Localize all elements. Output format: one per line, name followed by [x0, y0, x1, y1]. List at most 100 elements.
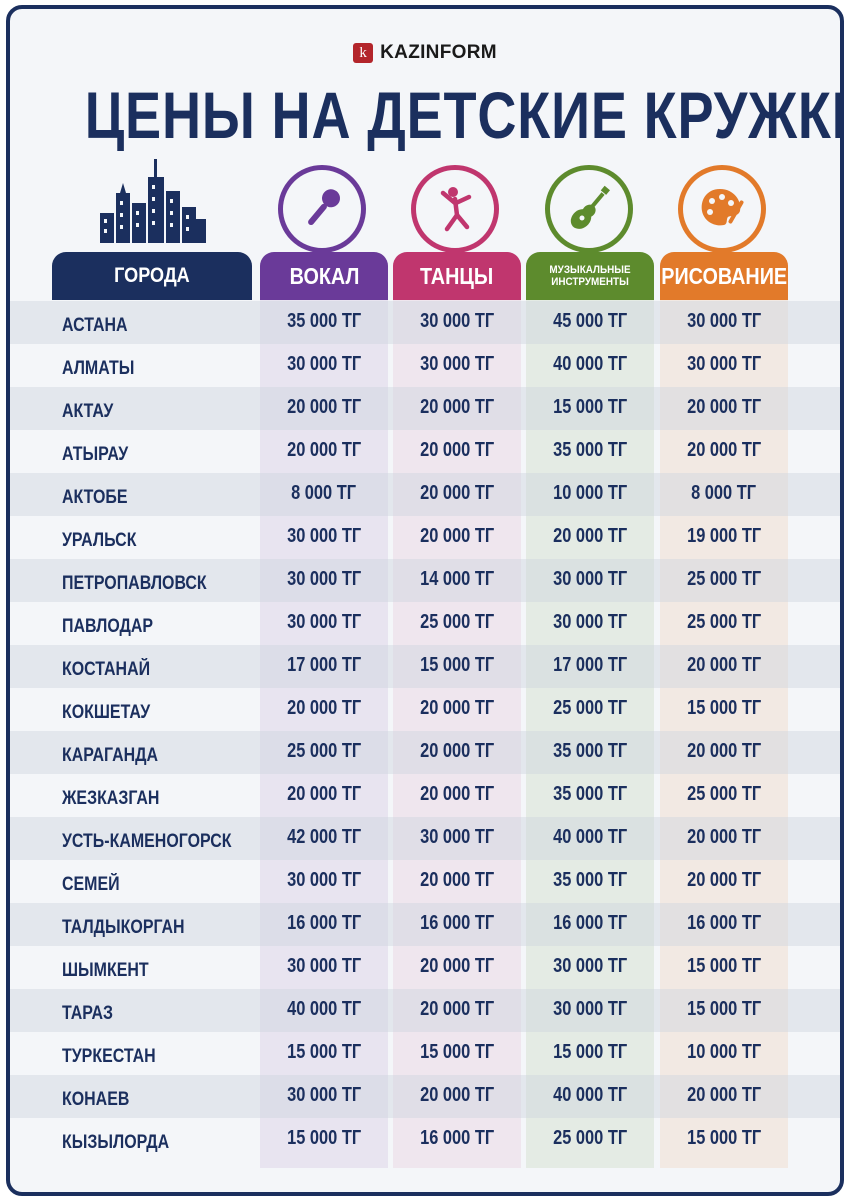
price-value: 20 000 ТГ [419, 998, 495, 1020]
price-value: 30 000 ТГ [286, 353, 362, 375]
price-value: 15 000 ТГ [686, 998, 762, 1020]
column-header-music: МУЗЫКАЛЬНЫЕ ИНСТРУМЕНТЫ [526, 252, 654, 300]
vocal-column-tint [260, 300, 388, 1168]
table-row: ТАРАЗ 40 000 ТГ 20 000 ТГ 30 000 ТГ 15 000 Т… [10, 989, 840, 1032]
city-name: ШЫМКЕНТ [62, 960, 149, 981]
price-value: 20 000 ТГ [686, 396, 762, 418]
price-cell-dance: 20 000 ТГ [392, 473, 522, 516]
city-skyline-icon [100, 159, 206, 243]
price-value: 20 000 ТГ [419, 783, 495, 805]
price-value: 20 000 ТГ [686, 1084, 762, 1106]
price-value: 30 000 ТГ [419, 310, 495, 332]
price-cell-vocal: 35 000 ТГ [259, 301, 389, 344]
price-cell-music: 15 000 ТГ [525, 1032, 655, 1075]
price-cell-drawing: 25 000 ТГ [659, 559, 789, 602]
city-name: УСТЬ-КАМЕНОГОРСК [62, 831, 232, 852]
price-value: 35 000 ТГ [552, 869, 628, 891]
price-value: 20 000 ТГ [686, 654, 762, 676]
price-value: 17 000 ТГ [552, 654, 628, 676]
price-value: 35 000 ТГ [552, 783, 628, 805]
price-value: 20 000 ТГ [286, 396, 362, 418]
table-row: КОКШЕТАУ 20 000 ТГ 20 000 ТГ 25 000 ТГ 15 00… [10, 688, 840, 731]
music-icon-badge [545, 165, 633, 253]
palette-icon [701, 189, 744, 226]
price-cell-drawing: 15 000 ТГ [659, 946, 789, 989]
price-cell-music: 40 000 ТГ [525, 1075, 655, 1118]
column-header-vocal: ВОКАЛ [260, 252, 388, 300]
price-cell-music: 30 000 ТГ [525, 602, 655, 645]
price-value: 20 000 ТГ [419, 525, 495, 547]
price-cell-music: 45 000 ТГ [525, 301, 655, 344]
table-row: ПЕТРОПАВЛОВСК 30 000 ТГ 14 000 ТГ 30 000 ТГ… [10, 559, 840, 602]
price-cell-drawing: 15 000 ТГ [659, 989, 789, 1032]
price-cell-vocal: 25 000 ТГ [259, 731, 389, 774]
price-value: 15 000 ТГ [286, 1127, 362, 1149]
price-value: 25 000 ТГ [552, 1127, 628, 1149]
price-cell-drawing: 25 000 ТГ [659, 602, 789, 645]
price-cell-dance: 15 000 ТГ [392, 1032, 522, 1075]
price-value: 40 000 ТГ [552, 353, 628, 375]
infographic-poster: k KAZINFORM ЦЕНЫ НА ДЕТСКИЕ КРУЖКИ [6, 5, 844, 1196]
city-name: УРАЛЬСК [62, 530, 137, 551]
price-value: 25 000 ТГ [686, 568, 762, 590]
price-value: 20 000 ТГ [552, 525, 628, 547]
price-value: 30 000 ТГ [286, 955, 362, 977]
microphone-icon [308, 189, 340, 226]
price-value: 25 000 ТГ [686, 611, 762, 633]
city-name: ТАЛДЫКОРГАН [62, 917, 185, 938]
price-value: 35 000 ТГ [286, 310, 362, 332]
price-value: 16 000 ТГ [419, 1127, 495, 1149]
price-value: 10 000 ТГ [552, 482, 628, 504]
price-cell-drawing: 30 000 ТГ [659, 301, 789, 344]
price-value: 30 000 ТГ [419, 826, 495, 848]
table-row: АТЫРАУ 20 000 ТГ 20 000 ТГ 35 000 ТГ 20 000 … [10, 430, 840, 473]
dancer-icon [440, 187, 472, 232]
price-value: 20 000 ТГ [686, 869, 762, 891]
city-name: ЖЕЗКАЗГАН [62, 788, 160, 809]
price-cell-vocal: 42 000 ТГ [259, 817, 389, 860]
price-cell-dance: 20 000 ТГ [392, 688, 522, 731]
price-cell-drawing: 20 000 ТГ [659, 817, 789, 860]
guitar-icon [570, 185, 610, 229]
price-value: 20 000 ТГ [419, 955, 495, 977]
table-row: АЛМАТЫ 30 000 ТГ 30 000 ТГ 40 000 ТГ 30 000 … [10, 344, 840, 387]
price-cell-dance: 20 000 ТГ [392, 989, 522, 1032]
price-cell-vocal: 8 000 ТГ [259, 473, 389, 516]
price-value: 45 000 ТГ [552, 310, 628, 332]
price-cell-dance: 20 000 ТГ [392, 1075, 522, 1118]
price-cell-vocal: 15 000 ТГ [259, 1032, 389, 1075]
price-value: 16 000 ТГ [286, 912, 362, 934]
price-cell-dance: 15 000 ТГ [392, 645, 522, 688]
city-name: АКТАУ [62, 401, 114, 422]
price-cell-drawing: 20 000 ТГ [659, 731, 789, 774]
price-cell-dance: 30 000 ТГ [392, 344, 522, 387]
price-cell-drawing: 10 000 ТГ [659, 1032, 789, 1075]
price-cell-vocal: 40 000 ТГ [259, 989, 389, 1032]
price-cell-drawing: 30 000 ТГ [659, 344, 789, 387]
price-cell-vocal: 16 000 ТГ [259, 903, 389, 946]
price-value: 15 000 ТГ [419, 1041, 495, 1063]
dance-column-tint [393, 300, 521, 1168]
price-value: 19 000 ТГ [686, 525, 762, 547]
price-value: 10 000 ТГ [686, 1041, 762, 1063]
table-row: ТАЛДЫКОРГАН 16 000 ТГ 16 000 ТГ 16 000 ТГ 16… [10, 903, 840, 946]
price-value: 15 000 ТГ [552, 1041, 628, 1063]
price-cell-dance: 20 000 ТГ [392, 860, 522, 903]
price-cell-vocal: 30 000 ТГ [259, 559, 389, 602]
price-value: 30 000 ТГ [686, 310, 762, 332]
price-cell-drawing: 8 000 ТГ [659, 473, 789, 516]
price-value: 8 000 ТГ [291, 482, 357, 504]
price-cell-music: 15 000 ТГ [525, 387, 655, 430]
price-cell-drawing: 15 000 ТГ [659, 688, 789, 731]
table-row: КОСТАНАЙ 17 000 ТГ 15 000 ТГ 17 000 ТГ 20 00… [10, 645, 840, 688]
price-cell-vocal: 20 000 ТГ [259, 688, 389, 731]
price-value: 20 000 ТГ [286, 783, 362, 805]
price-cell-dance: 30 000 ТГ [392, 301, 522, 344]
price-cell-vocal: 20 000 ТГ [259, 387, 389, 430]
price-cell-dance: 20 000 ТГ [392, 387, 522, 430]
price-value: 20 000 ТГ [286, 697, 362, 719]
price-cell-music: 40 000 ТГ [525, 344, 655, 387]
city-name: КАРАГАНДА [62, 745, 159, 766]
price-value: 25 000 ТГ [286, 740, 362, 762]
price-value: 42 000 ТГ [286, 826, 362, 848]
